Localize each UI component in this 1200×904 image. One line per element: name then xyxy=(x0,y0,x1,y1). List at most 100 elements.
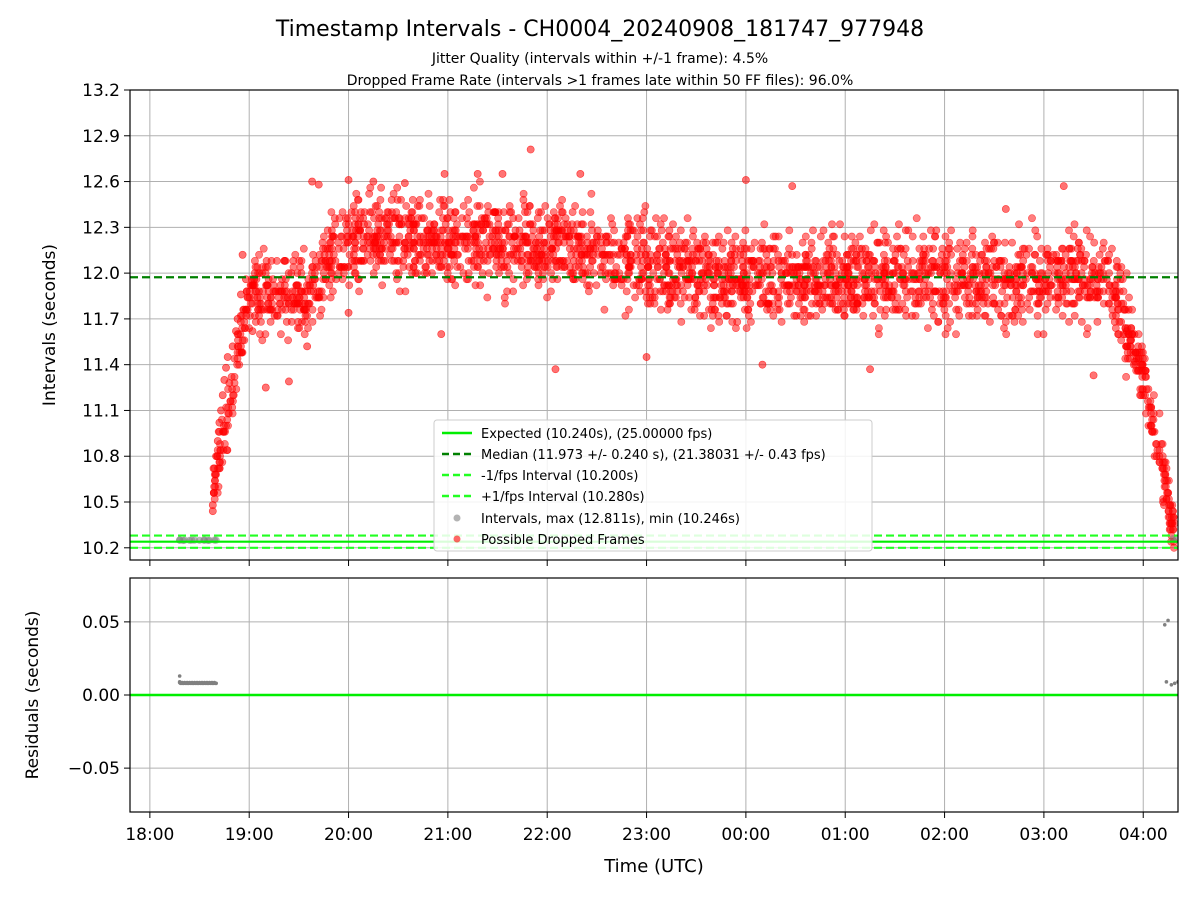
dropped-frame-point xyxy=(327,208,336,216)
dropped-frame-point xyxy=(624,214,632,223)
y-tick-label: 11.1 xyxy=(82,401,120,421)
dropped-frame-point xyxy=(741,226,750,235)
dropped-frame-point xyxy=(437,330,446,339)
dropped-frame-point xyxy=(760,220,769,229)
dropped-frame-point xyxy=(626,256,635,265)
dropped-frame-point xyxy=(739,238,747,247)
dropped-frame-point xyxy=(788,182,797,191)
legend-swatch-dropped xyxy=(453,535,461,543)
dropped-frame-point xyxy=(754,281,762,290)
dropped-frame-point xyxy=(800,305,809,314)
dropped-frame-point xyxy=(1070,311,1079,320)
dropped-frame-point xyxy=(953,244,962,253)
dropped-frame-point xyxy=(208,507,217,516)
dropped-frame-point xyxy=(676,299,685,308)
dropped-frame-point xyxy=(428,269,436,277)
dropped-frame-point xyxy=(1058,244,1066,253)
dropped-frame-point xyxy=(1078,281,1087,290)
dropped-frame-point xyxy=(637,226,645,235)
dropped-frame-point xyxy=(1015,220,1023,229)
dropped-frame-point xyxy=(691,293,700,302)
dropped-frame-point xyxy=(928,299,937,308)
dropped-frame-point xyxy=(893,232,901,241)
dropped-frame-point xyxy=(925,244,934,253)
dropped-frame-point xyxy=(363,220,372,229)
dropped-frame-point xyxy=(344,176,353,184)
dropped-frame-point xyxy=(400,179,409,187)
dropped-frame-point xyxy=(798,293,807,302)
dropped-frame-point xyxy=(880,256,889,265)
legend-label-expected: Expected (10.240s), (25.00000 fps) xyxy=(481,427,712,442)
dropped-frame-point xyxy=(669,238,677,247)
dropped-frame-point xyxy=(1012,275,1020,284)
dropped-frame-point xyxy=(276,330,285,339)
dropped-frame-point xyxy=(866,365,874,374)
dropped-frame-point xyxy=(657,305,665,314)
dropped-frame-point xyxy=(525,202,534,210)
dropped-frame-point xyxy=(638,214,647,223)
dropped-frame-point xyxy=(293,299,302,308)
dropped-frame-point xyxy=(366,208,374,216)
dropped-frame-point xyxy=(732,281,740,290)
dropped-frame-point xyxy=(445,195,454,204)
dropped-frame-point xyxy=(747,256,756,265)
dropped-frame-point xyxy=(315,287,324,296)
dropped-frame-point xyxy=(1152,452,1161,461)
dropped-frame-point xyxy=(875,324,883,332)
dropped-frame-point xyxy=(261,330,270,339)
dropped-frame-point xyxy=(485,220,494,229)
dropped-frame-point xyxy=(917,299,925,308)
dropped-frame-point xyxy=(870,263,879,271)
dropped-frame-point xyxy=(529,244,538,253)
dropped-frame-point xyxy=(1121,354,1130,363)
dropped-frame-point xyxy=(583,232,591,241)
dropped-frame-point xyxy=(483,293,492,302)
dropped-frame-point xyxy=(908,256,917,265)
dropped-frame-point xyxy=(613,250,622,259)
dropped-frame-point xyxy=(696,311,704,320)
dropped-frame-point xyxy=(921,287,929,296)
dropped-frame-point xyxy=(828,299,837,308)
dropped-frame-point xyxy=(946,317,954,326)
dropped-frame-point xyxy=(629,281,638,290)
dropped-frame-point xyxy=(745,281,754,290)
dropped-frame-point xyxy=(785,226,794,235)
dropped-frame-point xyxy=(1000,281,1008,290)
dropped-frame-point xyxy=(660,214,668,223)
dropped-frame-point xyxy=(1108,244,1116,253)
dropped-frame-point xyxy=(303,342,312,351)
dropped-frame-point xyxy=(847,256,855,265)
dropped-frame-point xyxy=(642,353,651,361)
dropped-frame-point xyxy=(1000,299,1009,308)
dropped-frame-point xyxy=(809,269,818,277)
dropped-frame-point xyxy=(1134,330,1143,339)
dropped-frame-point xyxy=(907,287,915,296)
residual-point xyxy=(177,680,182,684)
dropped-frame-point xyxy=(494,232,503,241)
dropped-frame-point xyxy=(723,311,731,320)
dropped-frame-point xyxy=(466,238,475,247)
dropped-frame-point xyxy=(278,305,286,314)
dropped-frame-point xyxy=(716,293,725,302)
dropped-frame-point xyxy=(830,232,838,241)
dropped-frame-point xyxy=(359,214,368,223)
dropped-frame-point xyxy=(968,226,977,235)
dropped-frame-point xyxy=(774,256,783,265)
dropped-frame-point xyxy=(212,452,220,461)
top-y-axis-label: Intervals (seconds) xyxy=(40,244,60,406)
dropped-frame-point xyxy=(1095,250,1104,259)
dropped-frame-point xyxy=(950,287,959,296)
dropped-frame-point xyxy=(213,437,222,445)
dropped-frame-point xyxy=(222,446,231,454)
dropped-frame-point xyxy=(801,232,810,241)
dropped-frame-point xyxy=(856,250,865,259)
dropped-frame-point xyxy=(959,281,968,290)
dropped-frame-point xyxy=(338,208,347,216)
dropped-frame-point xyxy=(404,232,413,241)
dropped-frame-point xyxy=(633,256,642,265)
dropped-frame-point xyxy=(661,250,670,259)
dropped-frame-point xyxy=(344,308,353,317)
dropped-frame-point xyxy=(504,220,513,229)
dropped-frame-point xyxy=(869,311,877,320)
dropped-frame-point xyxy=(335,214,344,223)
